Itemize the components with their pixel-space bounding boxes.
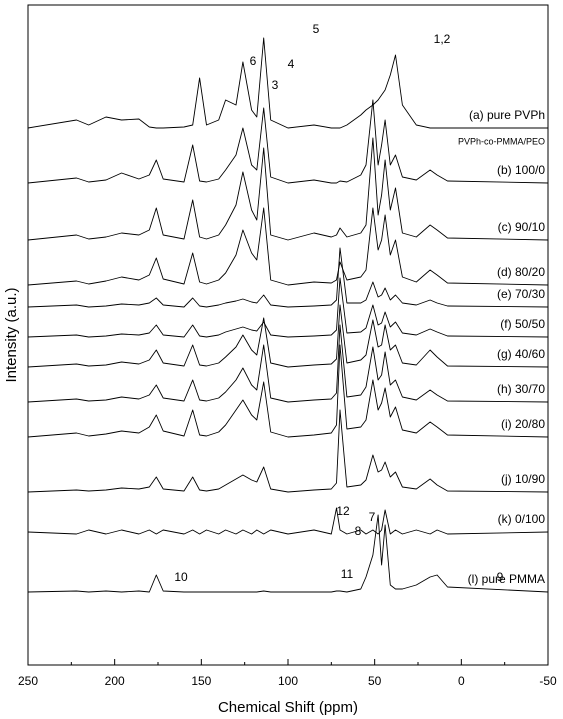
series-label: (g) 40/60: [497, 347, 545, 361]
peak-annotation: 4: [288, 57, 295, 71]
series-label: (b) 100/0: [497, 163, 545, 177]
x-axis-label: Chemical Shift (ppm): [218, 699, 358, 716]
y-axis-label: Intensity (a.u.): [3, 287, 20, 382]
spectrum-line: [27, 247, 549, 308]
peak-annotation: 11: [341, 567, 354, 581]
spectrum-line: [27, 324, 549, 403]
spectrum-line: [27, 207, 549, 286]
series-label: (h) 30/70: [497, 382, 545, 396]
series-label: (j) 10/90: [501, 472, 545, 486]
series-label: (i) 20/80: [501, 417, 545, 431]
series-label: (l) pure PMMA: [468, 572, 545, 586]
peak-annotation: 7: [369, 510, 376, 524]
peak-annotation: 3: [272, 78, 279, 92]
spectrum-line: [27, 514, 549, 593]
plot-frame: [27, 4, 549, 666]
x-tick-label: 50: [368, 674, 382, 688]
peak-annotation: 10: [174, 570, 188, 584]
x-tick-label: -50: [539, 674, 557, 688]
series-label: (d) 80/20: [497, 265, 545, 279]
peak-annotation: 6: [250, 54, 257, 68]
series-label: (f) 50/50: [500, 317, 545, 331]
series-label: (e) 70/30: [497, 287, 545, 301]
x-tick-label: 200: [105, 674, 125, 688]
x-tick-label: 250: [18, 674, 38, 688]
series-label: (k) 0/100: [498, 512, 546, 526]
x-tick-label: 100: [278, 674, 298, 688]
peak-annotation: 1,2: [434, 32, 451, 46]
peak-annotation: 12: [336, 504, 350, 518]
spectrum-line: [27, 37, 548, 129]
spectrum-line: [27, 304, 549, 368]
spectrum-line: [27, 344, 549, 438]
series-label: (a) pure PVPh: [469, 108, 545, 122]
spectrum-line: [27, 409, 549, 493]
spectrum-line: [27, 99, 549, 184]
peak-annotation: PVPh-co-PMMA/PEO: [458, 136, 545, 146]
series-label: (c) 90/10: [498, 220, 546, 234]
x-tick-label: 150: [191, 674, 211, 688]
spectrum-line: [27, 277, 549, 338]
peak-annotation: 8: [355, 524, 362, 538]
spectrum-line: [27, 137, 549, 241]
peak-annotation: 5: [313, 22, 320, 36]
x-tick-label: 0: [458, 674, 465, 688]
peak-annotation: 9: [497, 570, 504, 584]
spectrum-line: [27, 507, 549, 535]
